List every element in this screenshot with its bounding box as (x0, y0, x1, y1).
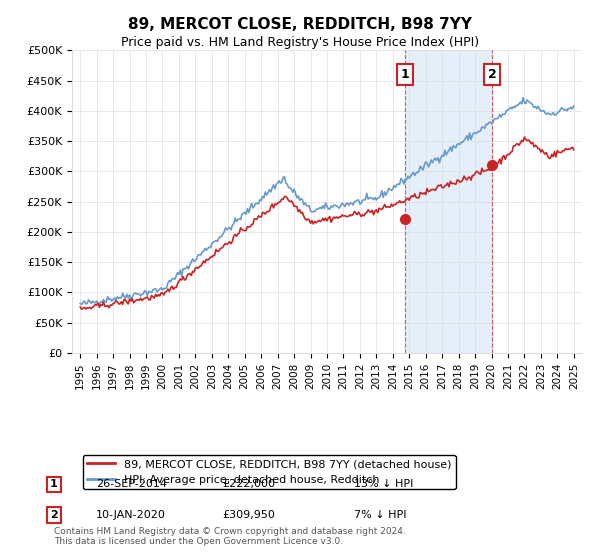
Legend: 89, MERCOT CLOSE, REDDITCH, B98 7YY (detached house), HPI: Average price, detach: 89, MERCOT CLOSE, REDDITCH, B98 7YY (det… (83, 455, 456, 489)
Text: 13% ↓ HPI: 13% ↓ HPI (354, 479, 413, 489)
Text: 1: 1 (50, 479, 58, 489)
Text: 10-JAN-2020: 10-JAN-2020 (96, 510, 166, 520)
Text: 2: 2 (50, 510, 58, 520)
Text: 7% ↓ HPI: 7% ↓ HPI (354, 510, 407, 520)
Text: £309,950: £309,950 (222, 510, 275, 520)
Text: 1: 1 (400, 68, 409, 81)
Text: 26-SEP-2014: 26-SEP-2014 (96, 479, 167, 489)
Text: 2: 2 (488, 68, 496, 81)
Text: Price paid vs. HM Land Registry's House Price Index (HPI): Price paid vs. HM Land Registry's House … (121, 36, 479, 49)
Text: £222,000: £222,000 (222, 479, 275, 489)
Text: Contains HM Land Registry data © Crown copyright and database right 2024.
This d: Contains HM Land Registry data © Crown c… (54, 526, 406, 546)
Bar (405, 50, 492, 353)
Text: 89, MERCOT CLOSE, REDDITCH, B98 7YY: 89, MERCOT CLOSE, REDDITCH, B98 7YY (128, 17, 472, 32)
